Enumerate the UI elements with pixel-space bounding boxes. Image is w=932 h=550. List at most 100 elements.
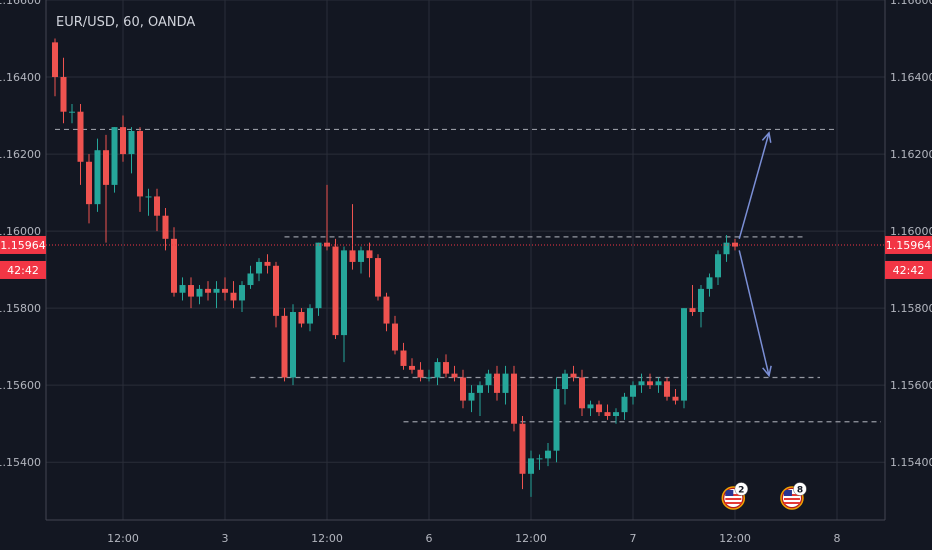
candle-body: [392, 323, 398, 351]
countdown-label: 42:42: [893, 264, 925, 277]
candle-body: [171, 238, 177, 293]
candle: [570, 365, 577, 382]
candle: [587, 400, 594, 416]
x-tick-label: 3: [222, 532, 229, 545]
arrow-head: [762, 365, 772, 378]
candle: [154, 188, 160, 232]
candle-body: [103, 150, 109, 185]
candle-body: [281, 315, 288, 378]
candle: [417, 362, 424, 382]
candle: [638, 373, 645, 393]
candle: [94, 138, 101, 212]
candle: [545, 442, 551, 467]
candle: [613, 408, 619, 424]
candle-body: [145, 196, 152, 198]
candle: [553, 377, 560, 463]
candle: [511, 365, 517, 432]
candle-body: [681, 308, 687, 401]
candle-body: [443, 362, 449, 374]
candle: [647, 373, 653, 390]
candle: [519, 416, 526, 490]
candle: [392, 315, 398, 355]
candle: [375, 254, 381, 301]
candle-body: [222, 288, 228, 293]
candle-body: [52, 42, 58, 78]
candle-body: [264, 261, 271, 266]
candle-body: [196, 288, 203, 297]
candle-body: [69, 111, 75, 113]
candle: [188, 277, 194, 309]
candle: [400, 342, 407, 370]
countdown-label: 42:42: [7, 264, 39, 277]
candle: [630, 381, 636, 405]
candle: [162, 208, 169, 251]
candle: [213, 281, 220, 309]
event-count-badge: [793, 482, 807, 496]
y-tick-label-left: 1.15800: [0, 302, 41, 315]
candle: [222, 277, 228, 301]
candle: [179, 277, 186, 301]
y-tick-label-right: 1.16600: [890, 0, 932, 7]
candle: [52, 38, 58, 97]
candle-body: [519, 423, 526, 474]
candle-body: [638, 381, 645, 386]
candle-body: [137, 130, 143, 197]
candle: [239, 281, 245, 312]
candle-body: [613, 412, 619, 416]
candle-body: [86, 161, 92, 205]
arrow-line: [738, 250, 770, 376]
candle-body: [315, 242, 322, 309]
event-count: 8: [797, 486, 803, 496]
x-axis-labels: 12:00 3 12:00 6 12:00 7 12:00 8: [107, 532, 840, 545]
event-marker[interactable]: 2: [721, 482, 749, 510]
horizontal-levels: [55, 128, 881, 423]
candle: [366, 242, 373, 278]
y-tick-label-left: 1.15600: [0, 379, 41, 392]
candle: [698, 285, 704, 328]
candle: [434, 358, 441, 386]
candle-body: [485, 373, 492, 386]
candle: [145, 188, 152, 216]
candle-body: [307, 308, 313, 324]
x-tick-label: 12:00: [719, 532, 751, 545]
candle: [485, 369, 492, 393]
candle: [383, 292, 390, 332]
candle: [579, 369, 585, 416]
candle: [664, 377, 670, 401]
candle: [655, 377, 662, 393]
candle-body: [570, 373, 577, 378]
candle-body: [383, 296, 390, 324]
y-tick-label-right: 1.16000: [890, 225, 932, 238]
candles: [52, 38, 738, 497]
candle-body: [120, 127, 126, 155]
candle-body: [655, 381, 662, 386]
candle-body: [332, 246, 339, 336]
candle: [315, 242, 322, 316]
candle: [621, 392, 628, 420]
candle-body: [596, 404, 602, 413]
candle-body: [162, 215, 169, 239]
candle: [528, 450, 534, 497]
candle-body: [128, 130, 135, 155]
candle-body: [179, 285, 186, 293]
y-tick-label-right: 1.16200: [890, 148, 932, 161]
candle: [324, 184, 330, 251]
candle-body: [698, 288, 704, 312]
candle-body: [290, 312, 296, 378]
candle: [426, 369, 432, 382]
y-tick-label-right: 1.15400: [890, 456, 932, 469]
candle-body: [672, 396, 679, 401]
event-marker[interactable]: 8: [780, 482, 807, 510]
candle-body: [723, 242, 730, 255]
candle: [205, 281, 211, 301]
candle-body: [298, 312, 305, 324]
candle: [256, 258, 262, 282]
countdown-bg: [0, 260, 46, 279]
candle-body: [528, 458, 534, 474]
candle-body: [400, 350, 407, 366]
candle: [307, 304, 313, 332]
candle-body: [494, 373, 500, 393]
x-tick-label: 7: [630, 532, 637, 545]
